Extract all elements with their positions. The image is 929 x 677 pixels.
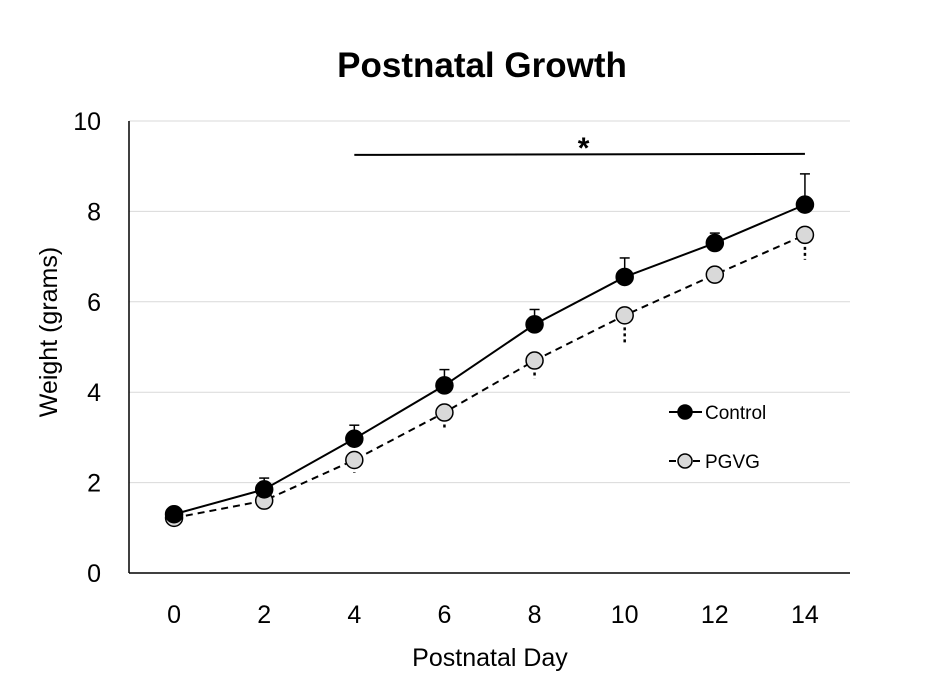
axes — [128, 121, 850, 574]
legend-marker — [677, 453, 693, 469]
data-point — [795, 195, 815, 214]
significance-bar — [354, 152, 805, 156]
data-point — [615, 267, 634, 287]
data-point — [254, 480, 274, 499]
data-point — [615, 306, 634, 325]
legend-label: PGVG — [705, 452, 760, 473]
x-tick-label: 4 — [347, 601, 361, 629]
x-tick-label: 14 — [791, 601, 819, 629]
x-tick-label: 6 — [437, 601, 451, 629]
legend: Control PGVG — [669, 403, 766, 473]
significance-annotation: * — [354, 132, 805, 165]
data-point — [164, 504, 184, 524]
data-point — [345, 429, 364, 449]
legend-label: Control — [705, 403, 766, 424]
y-tick-label: 4 — [87, 379, 101, 407]
y-tick-label: 6 — [87, 289, 101, 317]
x-tick-labels: 0 2 4 6 8 10 12 14 — [167, 601, 819, 629]
data-point — [435, 403, 454, 422]
series-line — [173, 233, 806, 519]
y-tick-label: 10 — [73, 108, 101, 136]
x-tick-label: 2 — [257, 601, 271, 629]
gridlines — [129, 120, 850, 484]
x-axis-label: Postnatal Day — [412, 644, 568, 672]
y-axis-label: Weight (grams) — [35, 247, 63, 417]
data-point — [435, 376, 454, 395]
x-tick-label: 8 — [528, 601, 542, 629]
x-tick-label: 10 — [611, 601, 639, 629]
data-point — [525, 315, 544, 334]
series-line — [173, 203, 806, 516]
data-series — [164, 173, 815, 528]
x-tick-label: 0 — [167, 601, 181, 629]
y-tick-label: 2 — [87, 470, 101, 498]
y-tick-label: 8 — [87, 198, 101, 226]
data-point — [345, 450, 364, 470]
significance-asterisk: * — [578, 132, 590, 165]
y-tick-labels: 0 2 4 6 8 10 — [73, 108, 101, 588]
x-tick-label: 12 — [701, 601, 729, 629]
data-point — [795, 225, 815, 245]
legend-marker — [677, 404, 693, 420]
data-point — [705, 233, 725, 253]
chart-title: Postnatal Growth — [337, 46, 627, 85]
series-control — [164, 173, 815, 524]
data-point — [705, 265, 725, 284]
y-tick-label: 0 — [87, 560, 101, 588]
data-point — [525, 351, 544, 370]
